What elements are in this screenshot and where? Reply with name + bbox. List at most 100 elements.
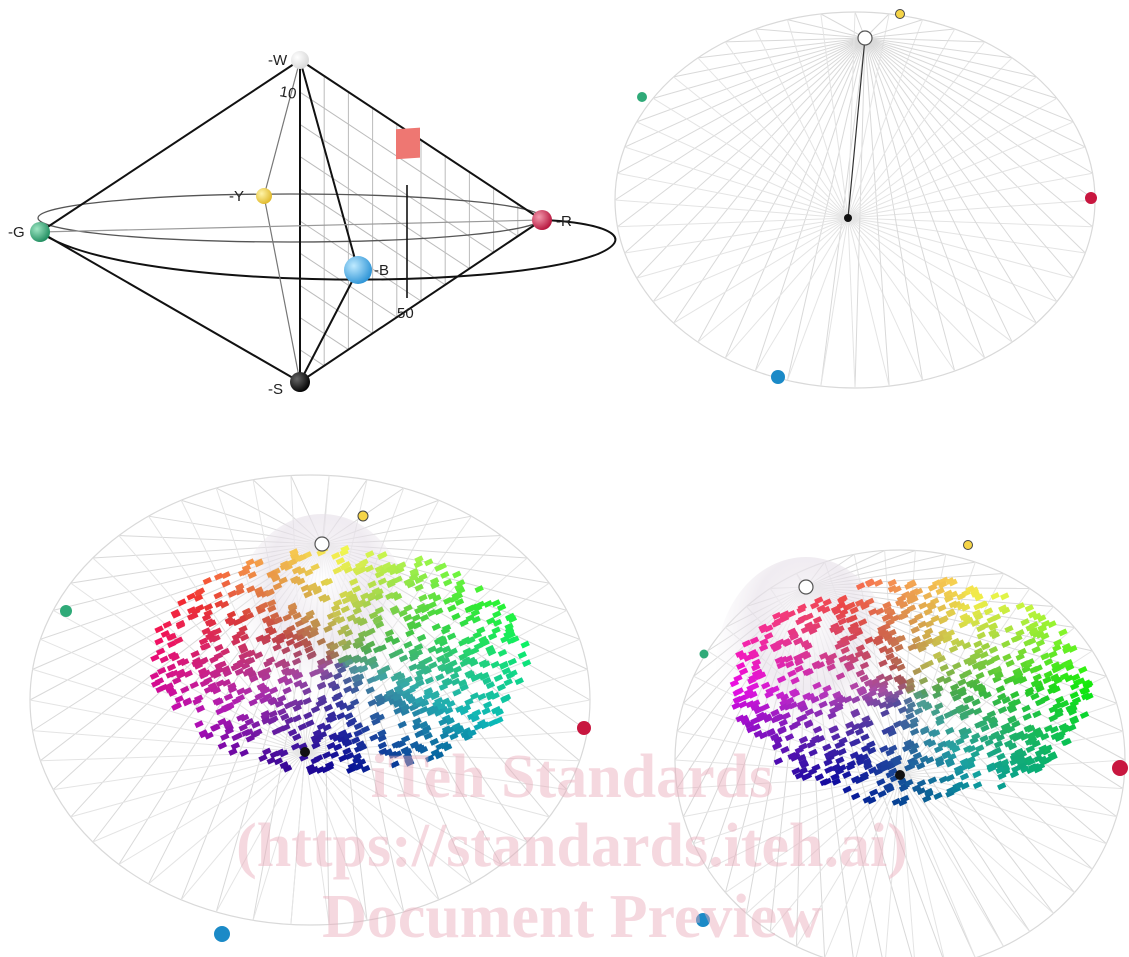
color-sample xyxy=(969,652,980,661)
color-sample xyxy=(166,663,177,672)
color-sample xyxy=(812,725,823,734)
color-sample xyxy=(404,693,415,702)
color-sample xyxy=(227,589,237,598)
color-sample xyxy=(253,728,263,737)
color-sample xyxy=(441,656,451,665)
color-sample xyxy=(423,656,433,665)
color-sample xyxy=(1030,692,1040,701)
color-sample xyxy=(1043,658,1054,667)
color-sample xyxy=(884,690,894,699)
color-sample xyxy=(1032,727,1043,736)
meridian-line xyxy=(683,774,901,818)
color-sample xyxy=(365,686,375,695)
color-sample xyxy=(958,620,968,629)
color-sample xyxy=(388,750,398,759)
color-sample xyxy=(315,766,325,774)
color-sample xyxy=(335,557,346,566)
color-sample xyxy=(887,729,897,737)
color-sample xyxy=(962,669,973,678)
color-sample xyxy=(910,742,920,751)
color-sample xyxy=(788,722,799,731)
color-sample xyxy=(795,714,806,723)
meridian-line xyxy=(864,37,1093,228)
color-sample xyxy=(353,722,364,731)
color-sample xyxy=(194,720,204,729)
color-sample xyxy=(341,596,351,605)
color-sample xyxy=(798,758,808,767)
color-sample xyxy=(406,620,416,629)
color-sample xyxy=(160,630,171,638)
color-sample xyxy=(239,633,250,642)
color-sample xyxy=(736,694,747,703)
color-sample xyxy=(829,625,839,634)
color-sample xyxy=(840,646,850,655)
color-sample xyxy=(895,598,905,607)
color-sample xyxy=(836,601,847,610)
color-sample xyxy=(850,792,861,801)
color-sample xyxy=(779,693,790,702)
color-sample xyxy=(255,634,265,643)
color-sample xyxy=(192,657,202,665)
color-sample xyxy=(505,612,516,621)
color-sample xyxy=(503,630,513,639)
color-sample xyxy=(787,669,797,678)
color-sample xyxy=(1015,757,1026,766)
color-sample xyxy=(1034,730,1044,739)
color-sample xyxy=(280,713,290,721)
color-sample xyxy=(192,697,202,706)
color-sample xyxy=(814,773,825,782)
color-sample xyxy=(202,577,212,585)
yellow-marker xyxy=(895,9,905,19)
color-sample xyxy=(470,714,480,723)
color-sample xyxy=(165,633,176,641)
color-sample xyxy=(897,682,907,691)
label-black: -S xyxy=(268,381,283,398)
color-sample xyxy=(803,642,813,651)
color-sample xyxy=(257,670,267,679)
color-sample xyxy=(777,726,787,735)
color-sample xyxy=(822,598,832,607)
color-sample xyxy=(813,709,824,718)
color-sample xyxy=(211,686,222,695)
color-sample xyxy=(443,650,453,659)
color-sample xyxy=(928,728,938,737)
black-point xyxy=(844,214,852,222)
color-sample xyxy=(959,772,970,781)
color-sample xyxy=(176,668,186,677)
color-sample xyxy=(855,598,865,607)
color-sample xyxy=(446,700,456,709)
color-sample xyxy=(751,658,762,667)
color-sample xyxy=(384,635,394,644)
color-sample xyxy=(394,740,404,749)
color-sample xyxy=(1060,672,1070,681)
color-sample xyxy=(888,767,898,776)
color-sample xyxy=(873,579,884,587)
color-sample xyxy=(868,608,878,616)
color-sample xyxy=(399,680,410,689)
cone-edges xyxy=(39,59,543,383)
color-sample xyxy=(231,632,242,641)
color-sample xyxy=(322,751,332,760)
color-sample xyxy=(819,652,829,660)
meridian-line xyxy=(899,759,1126,776)
color-sample xyxy=(1014,753,1025,762)
color-sample xyxy=(393,684,403,693)
color-sample xyxy=(427,645,437,654)
color-sample xyxy=(738,700,748,709)
color-sample xyxy=(360,725,371,734)
color-sample xyxy=(207,682,218,690)
color-sample xyxy=(481,707,491,716)
color-sample xyxy=(772,741,783,750)
color-sample xyxy=(803,720,814,729)
color-sample xyxy=(499,660,509,669)
color-sample xyxy=(907,643,917,652)
color-sample xyxy=(227,685,238,694)
color-sample xyxy=(819,690,829,699)
color-sample xyxy=(939,615,949,624)
color-sample xyxy=(824,750,834,759)
color-sample xyxy=(974,593,984,602)
color-sample xyxy=(1012,677,1022,686)
color-sample xyxy=(442,578,453,587)
color-sample xyxy=(910,626,920,634)
meridian-line xyxy=(864,37,890,387)
